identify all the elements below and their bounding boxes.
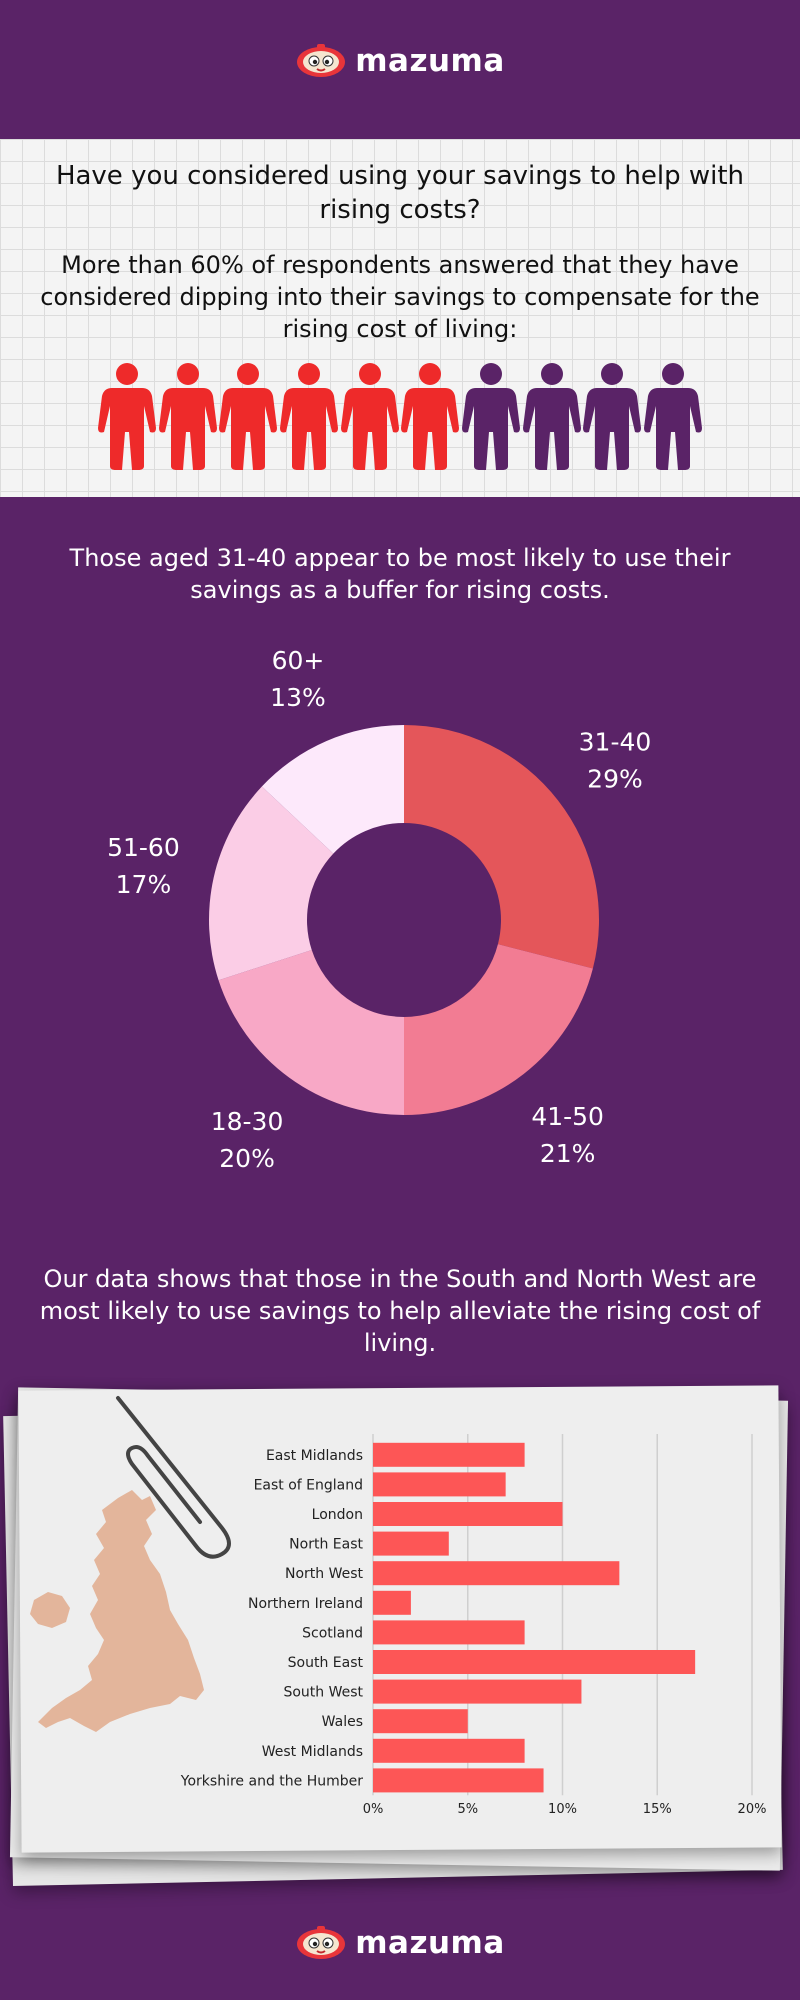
donut-value-label: 29% [587,764,643,793]
region-label: West Midlands [262,1744,363,1760]
region-bar [373,1679,582,1704]
people-pictogram [98,362,702,472]
donut-value-label: 17% [116,870,172,899]
region-bar [373,1768,544,1793]
question-body: More than 60% of respondents answered th… [40,251,760,343]
donut-slice-41-50 [404,944,593,1115]
brand-name: mazuma [355,1925,505,1961]
x-tick-label: 5% [457,1802,478,1817]
region-label: Yorkshire and the Humber [180,1773,363,1789]
region-label: East Midlands [266,1448,363,1464]
region-label: South East [288,1655,364,1671]
donut-category-label: 51-60 [107,833,180,862]
savings-question-section: Have you considered using your savings t… [0,139,800,497]
x-tick-label: 15% [643,1802,672,1817]
footer-logo[interactable]: mazuma [0,1920,800,1966]
region-label: Wales [322,1714,363,1730]
person-icon [98,363,156,470]
region-bar [373,1502,563,1526]
donut-value-label: 13% [270,683,326,712]
person-icon [279,363,338,470]
donut-category-label: 18-30 [211,1107,284,1136]
region-bar [373,1442,525,1467]
uk-map-icon [30,1490,204,1732]
x-tick-label: 0% [363,1802,384,1817]
donut-slice-51-60 [209,786,334,981]
donut-slice-60plus [261,725,404,854]
region-bar [373,1531,449,1556]
donut-slice-18-30 [218,949,404,1115]
age-insight-text: Those aged 31-40 appear to be most likel… [69,544,731,604]
person-icon [461,363,520,470]
brand-name: mazuma [355,43,505,79]
age-donut-chart: 31-40 29% 41-50 21% 18-30 20% 51-60 17% 60+ 13% [107,646,652,1170]
donut-value-label: 21% [540,1139,596,1168]
person-icon [583,363,642,470]
question-title: Have you considered using your savings t… [55,161,745,225]
x-tick-label: 10% [548,1802,577,1817]
region-label: London [312,1507,363,1523]
region-bar [373,1709,468,1734]
region-label: North West [285,1566,364,1582]
region-bar [373,1620,525,1645]
person-icon [522,363,581,470]
person-icon [219,363,278,470]
region-bar [373,1590,411,1615]
region-label: Northern Ireland [248,1596,363,1612]
paperclip-icon [116,1396,231,1559]
donut-category-label: 60+ [272,646,325,675]
person-icon [643,363,702,470]
person-icon [158,363,217,470]
region-label: East of England [254,1477,363,1493]
header-logo[interactable]: mazuma [0,38,800,84]
donut-slice-31-40 [404,725,599,969]
region-bar [373,1738,525,1763]
donut-category-label: 31-40 [579,727,652,756]
region-bar [373,1472,506,1497]
region-label: Scotland [302,1625,363,1641]
x-tick-label: 20% [738,1802,767,1817]
mazuma-mascot-icon [297,44,346,77]
donut-category-label: 41-50 [531,1102,604,1131]
person-icon [401,363,460,470]
region-bar [373,1650,696,1674]
region-insight-text: Our data shows that those in the South a… [39,1265,761,1357]
mazuma-mascot-icon [297,1926,346,1959]
region-bar-chart: 0% 5% 10% 15% 20% East Midlands East of Engla… [30,1396,767,1817]
region-label: South West [283,1685,363,1701]
person-icon [340,363,399,470]
region-bar [373,1561,620,1586]
region-label: North East [289,1537,363,1553]
donut-value-label: 20% [219,1144,275,1170]
